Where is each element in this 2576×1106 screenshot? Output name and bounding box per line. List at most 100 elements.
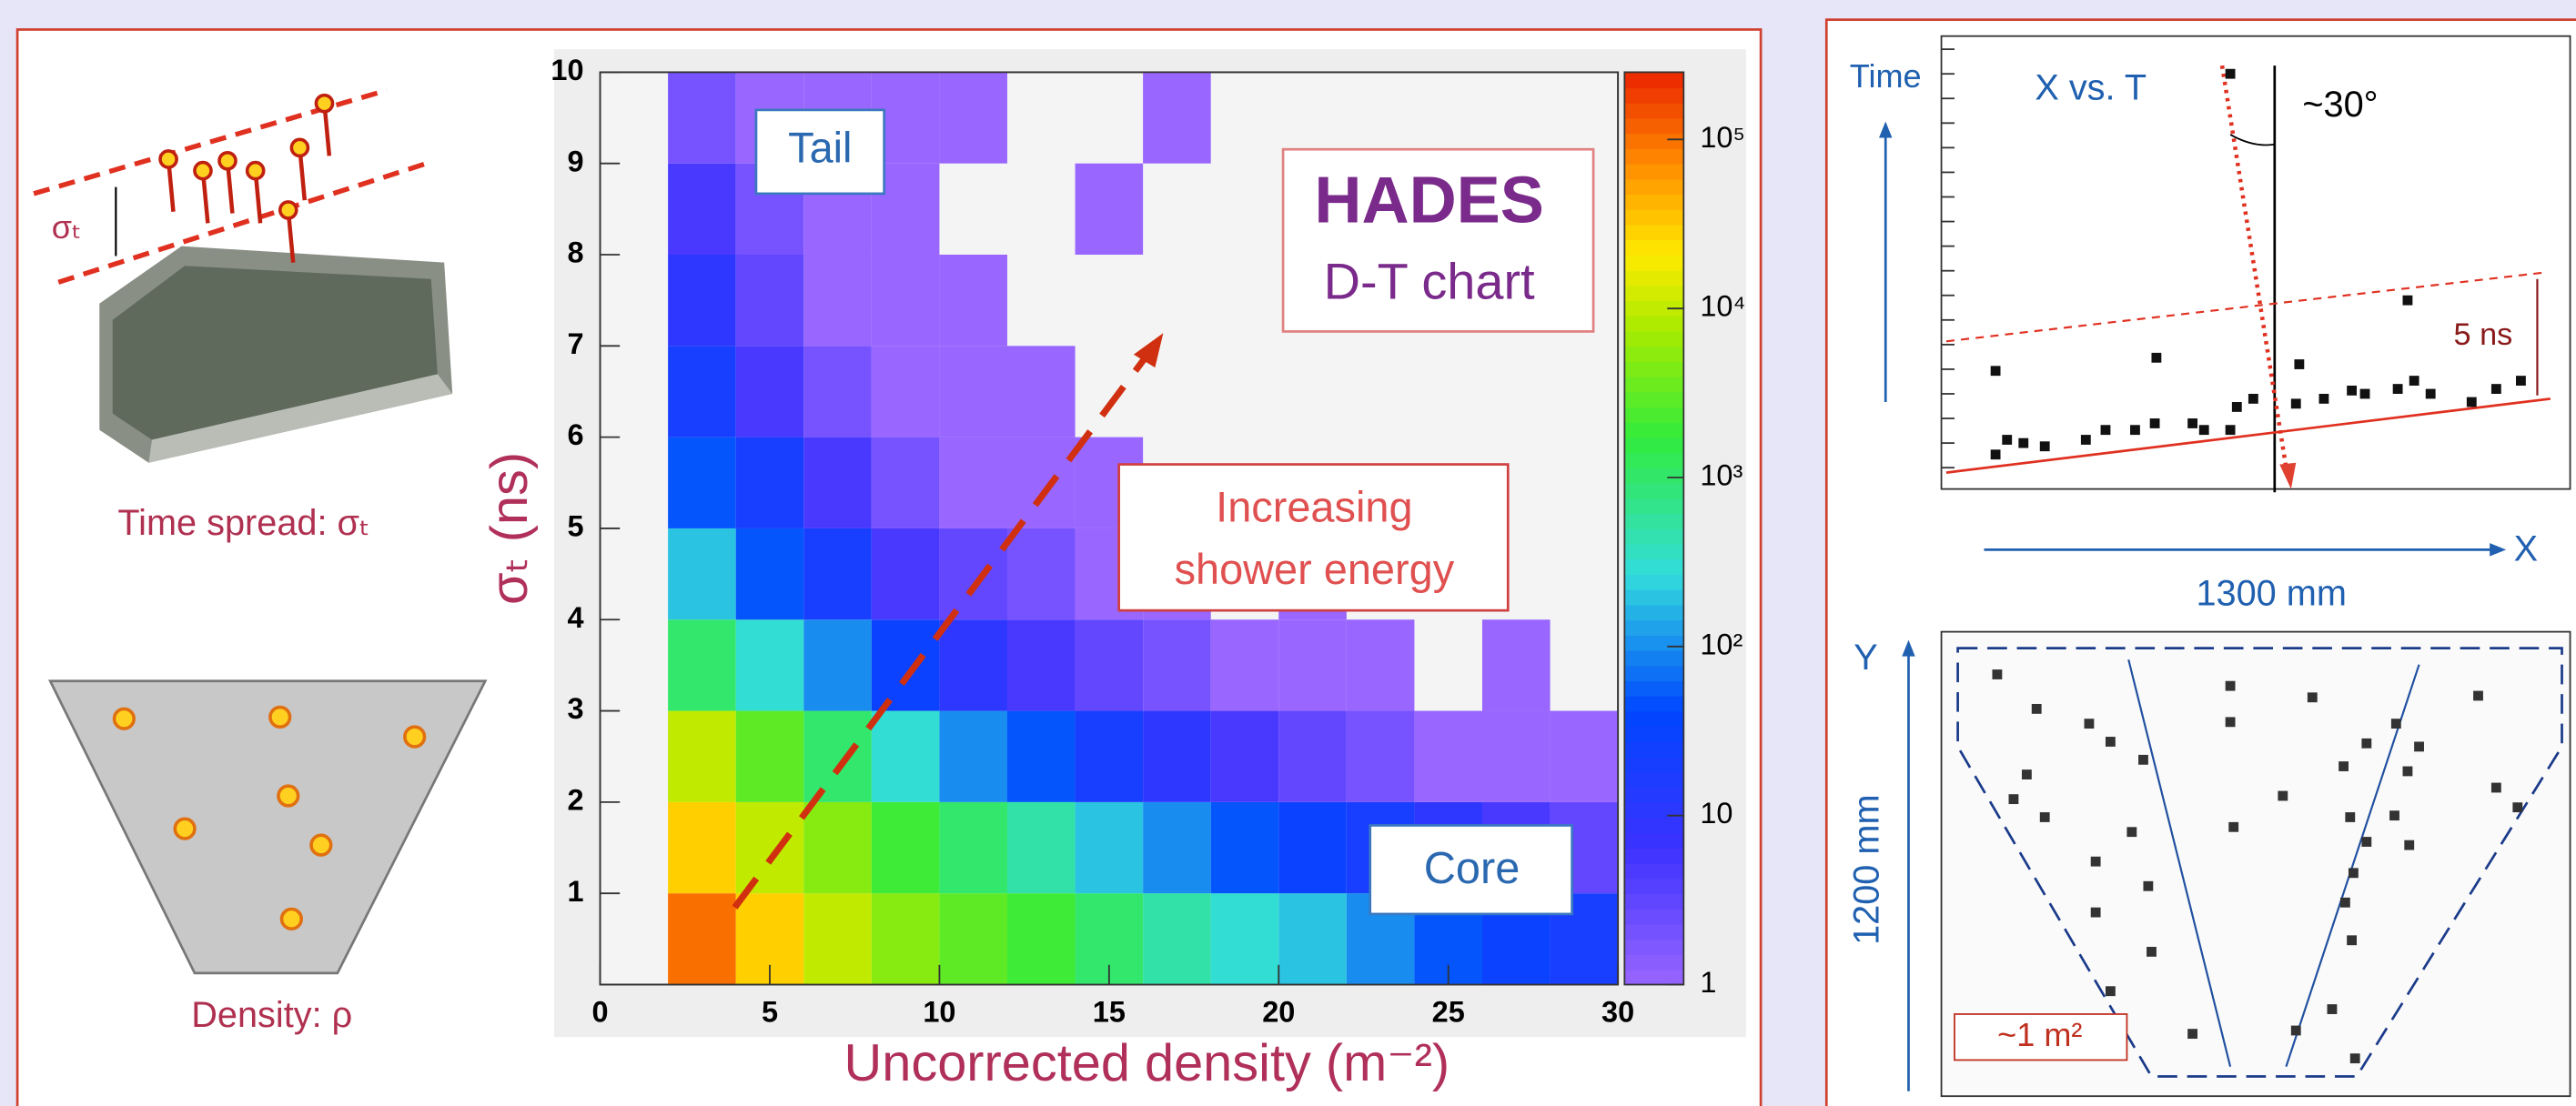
colorbar-segment (1624, 893, 1683, 910)
hit (2414, 741, 2424, 751)
heatmap-cell (1211, 711, 1279, 802)
heatmap-cell (668, 255, 736, 346)
sigma-label: σₜ (52, 208, 82, 246)
heatmap-cell (1076, 711, 1144, 802)
heatmap-cell (736, 528, 804, 619)
hit (2085, 719, 2095, 729)
x-tick-label: 5 (762, 996, 778, 1029)
y-tick-label: 10 (551, 54, 583, 86)
hit (2467, 397, 2477, 407)
colorbar-tick-label: 10³ (1700, 459, 1743, 492)
hit (2130, 425, 2140, 435)
heatmap-cell (1278, 711, 1347, 802)
heatmap-cell (668, 802, 736, 893)
colorbar-segment (1624, 178, 1683, 195)
hit (2091, 908, 2101, 918)
heatmap-cell (1143, 711, 1211, 802)
heatmap-cell (872, 711, 940, 802)
hit (2101, 425, 2111, 435)
hit (2350, 1053, 2360, 1063)
hit (2291, 398, 2301, 408)
hit (2278, 791, 2288, 801)
hit (115, 709, 135, 729)
hit (2347, 386, 2357, 396)
heatmap-cell (1007, 437, 1076, 528)
particle (291, 139, 308, 156)
annotation: HADES (1314, 165, 1544, 237)
area-label: ~1 m² (1997, 1016, 2082, 1053)
hit (2138, 755, 2148, 765)
colorbar-segment (1624, 118, 1683, 135)
angle-label: ~30° (2302, 85, 2378, 125)
heatmap-cell (668, 72, 736, 163)
heatmap-cell (872, 893, 940, 984)
hit (2291, 1026, 2301, 1036)
colorbar-segment (1624, 498, 1683, 515)
heatmap-cell (668, 437, 736, 528)
colorbar-segment (1624, 544, 1683, 560)
hit (2187, 1029, 2197, 1039)
heatmap-cell (939, 711, 1007, 802)
heatmap-cell (668, 164, 736, 255)
particle (219, 153, 236, 169)
y-tick-label: 2 (567, 783, 583, 816)
colorbar-segment (1624, 650, 1683, 667)
heatmap-cell (668, 711, 736, 802)
y-tick-label: 8 (567, 236, 583, 269)
heatmap-cell (1143, 619, 1211, 710)
hit (2091, 857, 2101, 867)
hit (2018, 438, 2028, 448)
x-tick-label: 15 (1093, 996, 1126, 1029)
heatmap-cell (1278, 893, 1347, 984)
hit (2361, 739, 2371, 749)
hit (2391, 719, 2401, 729)
hit (2294, 359, 2304, 369)
heatmap-cell (736, 802, 804, 893)
heatmap-cell (736, 255, 804, 346)
colorbar-segment (1624, 619, 1683, 636)
heatmap-cell (939, 619, 1007, 710)
colorbar-segment (1624, 270, 1683, 287)
heatmap-cell (872, 346, 940, 437)
heatmap-cell (803, 619, 872, 710)
colorbar-segment (1624, 787, 1683, 803)
colorbar-segment (1624, 939, 1683, 955)
particle (316, 96, 332, 112)
heatmap-cell (803, 893, 872, 984)
time-axis-label: Time (1850, 57, 1922, 95)
colorbar-segment (1624, 346, 1683, 362)
hit (2403, 767, 2413, 777)
hit (2349, 868, 2359, 878)
y-tick-label: 3 (567, 692, 583, 725)
colorbar-tick-label: 10² (1700, 628, 1743, 660)
heatmap-cell (1211, 893, 1279, 984)
hit (2199, 425, 2209, 435)
hit (2226, 717, 2236, 727)
hit (1991, 449, 2001, 459)
hit (2040, 441, 2050, 451)
y-tick-label: 9 (567, 145, 583, 177)
colorbar-segment (1624, 164, 1683, 180)
hit (1992, 669, 2002, 679)
particle (195, 163, 211, 179)
x-size-label: 1300 mm (2196, 573, 2346, 613)
colorbar-segment (1624, 863, 1683, 880)
particle (280, 202, 297, 218)
hit (2081, 435, 2091, 445)
colorbar-segment (1624, 437, 1683, 454)
hit (2409, 376, 2419, 386)
colorbar-segment (1624, 285, 1683, 301)
hit (2339, 761, 2349, 771)
heatmap-cell (872, 619, 940, 710)
figure: σₜ Time spread: σₜ Density: ρ 0510152025… (0, 0, 2576, 1106)
heatmap-cell (939, 893, 1007, 984)
hit (2002, 435, 2012, 445)
colorbar-segment (1624, 848, 1683, 864)
colorbar-segment (1624, 377, 1683, 393)
hit (311, 835, 331, 855)
heatmap-cell (1007, 528, 1076, 619)
heatmap-cell (939, 72, 1007, 163)
heatmap-cell (736, 619, 804, 710)
colorbar-tick-label: 10⁵ (1700, 121, 1745, 154)
hit (2126, 827, 2137, 837)
